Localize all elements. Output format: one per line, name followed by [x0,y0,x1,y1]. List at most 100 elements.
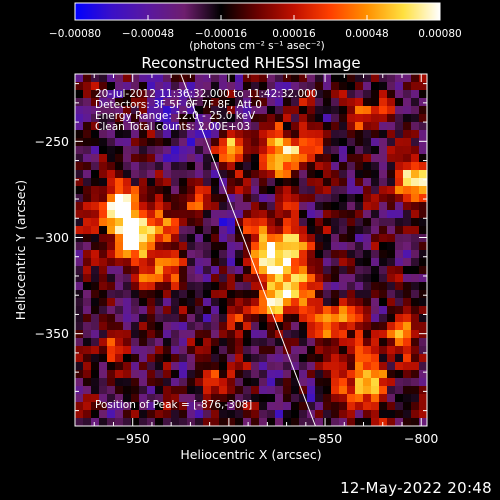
heatmap-cell [291,162,300,171]
heatmap-cell [107,234,116,243]
heatmap-cell [131,82,140,91]
heatmap-cell [339,146,348,155]
heatmap-cell [155,354,164,363]
heatmap-cell [331,394,340,403]
heatmap-cell [251,274,260,283]
heatmap-cell [331,362,340,371]
heatmap-cell [259,298,268,307]
heatmap-cell [283,162,292,171]
heatmap-cell [139,114,148,123]
heatmap-cell [299,338,308,347]
heatmap-cell [339,234,348,243]
heatmap-cell [331,114,340,123]
heatmap-cell [395,258,404,267]
heatmap-cell [267,410,276,419]
heatmap-cell [243,354,252,363]
heatmap-cell [123,82,132,91]
heatmap-cell [299,226,308,235]
heatmap-cell [203,74,212,83]
heatmap-cell [307,106,316,115]
heatmap-cell [291,386,300,395]
heatmap-cell [107,354,116,363]
heatmap-cell [211,162,220,171]
heatmap-cell [347,378,356,387]
heatmap-cell [323,242,332,251]
heatmap-cell [379,338,388,347]
heatmap-cell [195,346,204,355]
heatmap-cell [131,370,140,379]
heatmap-cell [251,218,260,227]
heatmap-cell [235,274,244,283]
heatmap-cell [379,362,388,371]
heatmap-cell [363,386,372,395]
heatmap-cell [347,218,356,227]
heatmap-cell [267,362,276,371]
heatmap-cell [259,90,268,99]
heatmap-cell [211,138,220,147]
heatmap-cell [243,162,252,171]
heatmap-cell [251,226,260,235]
heatmap-cell [163,162,172,171]
heatmap-cell [83,346,92,355]
heatmap-cell [259,250,268,259]
heatmap-cell [355,290,364,299]
heatmap-cell [75,258,84,267]
heatmap-cell [139,170,148,179]
heatmap-cell [187,338,196,347]
heatmap-cell [283,314,292,323]
heatmap-cell [139,378,148,387]
heatmap-cell [339,330,348,339]
heatmap-cell [363,354,372,363]
heatmap-cell [403,162,412,171]
heatmap-cell [99,122,108,131]
heatmap-cell [139,74,148,83]
heatmap-cell [179,298,188,307]
heatmap-cell [355,298,364,307]
heatmap-cell [251,170,260,179]
heatmap-cell [91,314,100,323]
heatmap-cell [123,258,132,267]
x-tick-label: −950 [116,431,150,446]
heatmap-cell [147,138,156,147]
heatmap-cell [307,138,316,147]
heatmap-cell [115,290,124,299]
heatmap-cell [251,322,260,331]
heatmap-cell [355,202,364,211]
heatmap-cell [323,322,332,331]
heatmap-cell [275,146,284,155]
heatmap-cell [99,282,108,291]
heatmap-cell [275,162,284,171]
heatmap-cell [283,218,292,227]
heatmap-cell [227,242,236,251]
heatmap-cell [203,418,212,426]
heatmap-cell [379,322,388,331]
heatmap-cell [203,194,212,203]
heatmap-cell [411,250,420,259]
heatmap-cell [187,354,196,363]
heatmap-cell [195,362,204,371]
heatmap-cell [227,258,236,267]
heatmap-cell [259,402,268,411]
heatmap-cell [235,298,244,307]
heatmap-cell [187,154,196,163]
heatmap-cell [195,250,204,259]
heatmap-cell [163,290,172,299]
heatmap-cell [155,130,164,139]
heatmap-cell [179,354,188,363]
heatmap-cell [211,274,220,283]
heatmap-cell [387,338,396,347]
heatmap-cell [371,394,380,403]
heatmap-cell [131,178,140,187]
heatmap-cell [395,162,404,171]
heatmap-cell [195,386,204,395]
heatmap-cell [315,202,324,211]
heatmap-cell [387,130,396,139]
heatmap-cell [395,250,404,259]
heatmap-cell [275,130,284,139]
heatmap-cell [115,346,124,355]
heatmap-cell [379,146,388,155]
heatmap-cell [411,346,420,355]
heatmap-cell [331,402,340,411]
heatmap-cell [259,258,268,267]
heatmap-cell [283,186,292,195]
